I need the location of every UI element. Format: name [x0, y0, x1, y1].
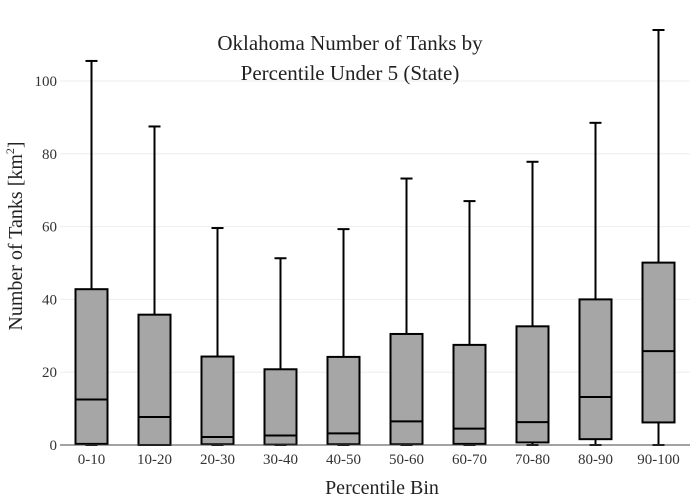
- x-tick-label-40-50: 40-50: [326, 452, 361, 468]
- y-axis-title-close: ]: [5, 141, 27, 148]
- box-0-10: [74, 59, 109, 446]
- x-tick-label-20-30: 20-30: [200, 452, 235, 468]
- box-iqr: [137, 313, 172, 446]
- box-80-90: [578, 121, 613, 446]
- y-axis-title-main: Number of Tanks [km: [5, 154, 27, 331]
- box-20-30: [200, 227, 235, 446]
- box-60-70: [452, 200, 487, 446]
- x-tick-label-10-20: 10-20: [137, 452, 172, 468]
- x-tick-label-0-10: 0-10: [78, 452, 106, 468]
- x-axis-title: Percentile Bin: [325, 477, 439, 499]
- box-iqr: [263, 368, 298, 446]
- box-iqr: [74, 288, 109, 445]
- box-iqr: [326, 355, 361, 446]
- box-40-50: [326, 228, 361, 446]
- y-tick-label-60: 60: [42, 220, 57, 236]
- y-axis-title: Number of Tanks [km2]: [3, 141, 27, 330]
- box-iqr: [641, 261, 676, 424]
- y-tick-label-20: 20: [42, 365, 57, 381]
- box-10-20: [137, 125, 172, 446]
- x-tick-label-50-60: 50-60: [389, 452, 424, 468]
- y-tick-label-80: 80: [42, 147, 57, 163]
- box-iqr: [200, 355, 235, 446]
- chart-title-line-1: Oklahoma Number of Tanks by: [217, 31, 483, 55]
- x-tick-label-30-40: 30-40: [263, 452, 298, 468]
- box-iqr: [578, 298, 613, 441]
- box-70-80: [515, 160, 550, 446]
- y-tick-label-40: 40: [42, 292, 57, 308]
- box-30-40: [263, 257, 298, 446]
- y-tick-label-0: 0: [50, 438, 58, 454]
- box-iqr: [452, 343, 487, 445]
- x-tick-label-90-100: 90-100: [637, 452, 680, 468]
- y-axis-title-superscript: 2: [3, 148, 17, 154]
- box-90-100: [641, 29, 676, 446]
- box-iqr: [515, 325, 550, 444]
- box-series: [74, 29, 676, 446]
- box-iqr: [389, 332, 424, 446]
- x-tick-label-60-70: 60-70: [452, 452, 487, 468]
- x-tick-labels: 0-10 10-20 20-30 30-40 40-50 50-60 60-70 70-80 8…: [78, 452, 680, 468]
- x-tick-label-70-80: 70-80: [515, 452, 550, 468]
- y-tick-labels: 0 20 40 60 80 100: [35, 74, 58, 454]
- chart-title-line-2: Percentile Under 5 (State): [241, 61, 460, 85]
- x-tick-label-80-90: 80-90: [578, 452, 613, 468]
- y-tick-label-100: 100: [35, 74, 58, 90]
- box-50-60: [389, 177, 424, 446]
